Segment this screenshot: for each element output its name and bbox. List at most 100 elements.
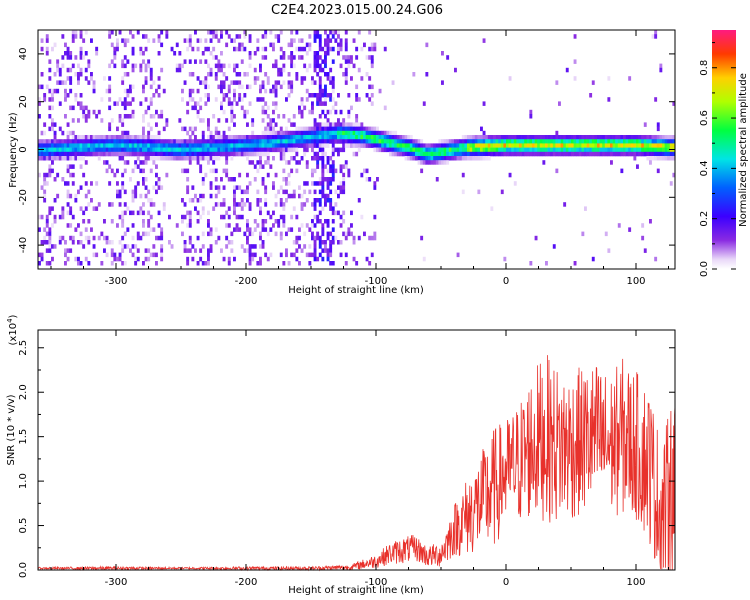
spectrogram-cell [74, 147, 78, 153]
spectrogram-cell [209, 151, 213, 157]
spectrogram-cell [230, 151, 234, 157]
spectrogram-cell [45, 46, 49, 52]
spectrogram-cell [217, 202, 221, 207]
spectrogram-cell [373, 235, 377, 241]
spectrogram-cell [636, 151, 639, 157]
spectrogram-cell [441, 147, 444, 153]
spectrogram-cell [290, 252, 294, 258]
spectrogram-cell [204, 143, 208, 148]
spectrogram-cell [136, 30, 140, 35]
spectrogram-cell [129, 210, 132, 216]
spectrogram-cell [586, 143, 590, 148]
spectrogram-cell [90, 151, 93, 157]
spectrogram-cell [240, 189, 244, 195]
spectrogram-cell [43, 235, 47, 241]
spectrogram-cell [74, 256, 78, 262]
spectrogram-cell [69, 235, 73, 241]
spectrogram-cell [209, 244, 213, 249]
spectrogram-cell [134, 139, 138, 144]
spectrogram-cell [506, 151, 509, 157]
spectrogram-cell [469, 135, 473, 140]
spectrogram-cell [79, 72, 83, 77]
spectrogram-cell [248, 151, 252, 157]
spectrogram-cell [240, 214, 244, 220]
spectrogram-cell [316, 181, 320, 186]
spectrogram-cell [71, 181, 75, 186]
spectrogram-cell [181, 151, 184, 157]
spectrogram-cell [329, 46, 333, 52]
spectrogram-cell [459, 147, 463, 153]
spectrogram-cell [321, 172, 325, 178]
spectrogram-cell [399, 135, 403, 140]
spectrogram-cell [105, 88, 109, 94]
spectrogram-cell [121, 185, 125, 190]
spectrogram-cell [396, 147, 400, 153]
spectrogram-cell [38, 156, 41, 161]
spectrogram-cell [272, 42, 275, 48]
spectrogram-cell [667, 135, 671, 140]
spectrogram-cell [214, 30, 218, 35]
spectrogram-cell [199, 80, 203, 85]
spectrogram-cell [430, 147, 434, 153]
spectrogram-cell [282, 63, 286, 69]
spectrogram-cell [537, 151, 541, 157]
spectrogram-cell [100, 231, 104, 237]
spectrogram-cell [329, 130, 333, 136]
spectrogram-cell [194, 105, 197, 111]
spectrogram-cell [344, 55, 348, 60]
spectrogram-cell [659, 156, 663, 161]
spectrogram-cell [48, 151, 52, 157]
spectrogram-cell [646, 143, 650, 148]
spectrogram-cell [378, 143, 382, 148]
spectrogram-cell [162, 139, 166, 144]
spectrogram-cell [503, 256, 507, 262]
spectrogram-cell [188, 88, 192, 94]
spectrogram-cell [409, 135, 413, 140]
spectrogram-cell [617, 151, 621, 157]
colorbar-label: Normalized spectral amplitude [738, 73, 749, 227]
spectrogram-cell [292, 114, 296, 119]
spectrogram-cell [183, 38, 187, 43]
spectrogram-cell [370, 135, 374, 140]
spectrogram-cell [630, 139, 634, 144]
spectrogram-cell [123, 160, 127, 165]
spectrogram-cell [430, 156, 434, 161]
spectrogram-cell [209, 248, 213, 253]
spectrogram-cell [165, 156, 169, 161]
spectrogram-cell [311, 135, 314, 140]
spectrogram-cell [209, 156, 213, 161]
spectrogram-cell [334, 122, 338, 127]
spectrogram-cell [331, 97, 335, 102]
spectrogram-cell [300, 76, 304, 81]
spectrogram-cell [290, 42, 294, 48]
spectrogram-cell [313, 30, 317, 35]
spectrogram-cell [396, 139, 400, 144]
spectrogram-cell [433, 160, 437, 165]
spectrogram-cell [451, 151, 455, 157]
spectrogram-cell [383, 139, 387, 144]
spectrogram-cell [243, 93, 247, 98]
spectrogram-cell [45, 240, 49, 245]
spectrogram-cell [350, 55, 353, 60]
spectrogram-cell [321, 151, 325, 157]
spectrogram-cell [456, 143, 460, 148]
spectrogram-cell [654, 147, 658, 153]
spectrogram-cell [256, 261, 260, 266]
spectrogram-cell [170, 46, 174, 52]
spectrogram-cell [503, 139, 507, 144]
spectrogram-cell [532, 143, 535, 148]
spectrogram-cell [342, 181, 346, 186]
spectrogram-cell [118, 143, 122, 148]
spectrogram-cell [207, 248, 210, 253]
spectrogram-cell [58, 147, 62, 153]
spectrogram-cell [326, 256, 330, 262]
spectrogram-cell [446, 139, 450, 144]
spectrogram-cell [235, 151, 239, 157]
spectrogram-cell [259, 156, 262, 161]
spectrogram-cell [61, 151, 65, 157]
spectrogram-cell [303, 231, 307, 237]
spectrogram-cell [253, 135, 257, 140]
spectrogram-cell [646, 151, 650, 157]
spectrogram-cell [217, 143, 221, 148]
spectrogram-cell [584, 151, 587, 157]
